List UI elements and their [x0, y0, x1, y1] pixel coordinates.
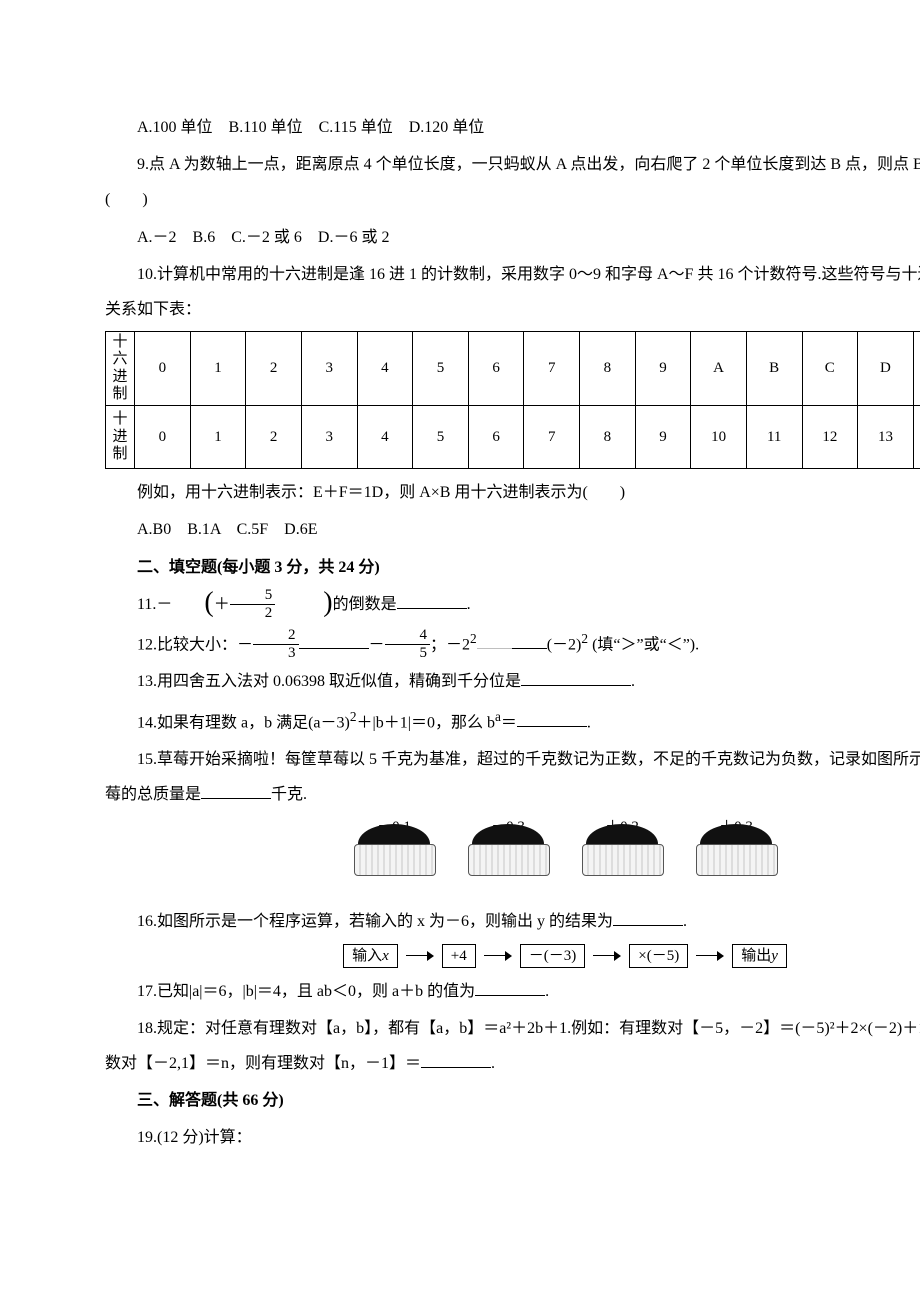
blank [613, 911, 683, 926]
cell: 5 [413, 332, 469, 406]
q11-frac: 52 [230, 588, 276, 621]
flow-output-box: 输出y [732, 944, 787, 968]
q9-options: A.－2 B.6 C.－2 或 6 D.－6 或 2 [105, 220, 920, 255]
cell: 1 [190, 406, 246, 469]
blank [201, 784, 271, 799]
cell: 6 [468, 406, 524, 469]
table-row: 十进制 0 1 2 3 4 5 6 7 8 9 10 11 12 13 14 1… [106, 406, 920, 469]
basket: ＋0.2 [577, 818, 667, 880]
q16: 16.如图所示是一个程序运算，若输入的 x 为－6，则输出 y 的结果为. [105, 904, 920, 939]
blank [521, 671, 631, 686]
cell: 4 [357, 406, 413, 469]
row2-head: 十进制 [106, 406, 135, 469]
q12: 12.比较大小：－23－45；－22(－2)2 (填“＞”或“＜”). [105, 624, 920, 663]
q17: 17.已知|a|＝6，|b|＝4，且 ab＜0，则 a＋b 的值为. [105, 974, 920, 1009]
q12-part2: (－2) [547, 636, 582, 653]
flowchart: 输入x +4 －(－3) ×(－5) 输出y [105, 944, 920, 968]
q12-tail: (填“＞”或“＜”). [592, 636, 699, 653]
cell: 0 [135, 332, 191, 406]
cell: 14 [913, 406, 920, 469]
cell: 3 [301, 406, 357, 469]
q14: 14.如果有理数 a，b 满足(a－3)2＋|b＋1|＝0，那么 ba＝. [105, 702, 920, 741]
cell: B [746, 332, 802, 406]
arrow-icon [484, 951, 512, 961]
row1-head: 十六进制 [106, 332, 135, 406]
cell: 7 [524, 406, 580, 469]
flow-input-box: 输入x [343, 944, 398, 968]
cell: 8 [580, 406, 636, 469]
q12-pre: 12.比较大小：－ [137, 636, 253, 653]
hex-table: 十六进制 0 1 2 3 4 5 6 7 8 9 A B C D E F 十进制… [105, 331, 920, 469]
cell: 2 [246, 332, 302, 406]
blank [299, 634, 369, 649]
q10-text2: 例如，用十六进制表示：E＋F＝1D，则 A×B 用十六进制表示为( ) [105, 475, 920, 510]
cell: 13 [858, 406, 914, 469]
q18: 18.规定：对任意有理数对【a，b】，都有【a，b】＝a²＋2b＋1.例如：有理… [105, 1011, 920, 1081]
basket-icon [468, 838, 548, 880]
q12-semicolon: ；－2 [430, 636, 470, 653]
cell: 9 [635, 332, 691, 406]
basket: －0.1 [349, 818, 439, 880]
q11-post: 的倒数是 [333, 596, 397, 613]
q9-text: 9.点 A 为数轴上一点，距离原点 4 个单位长度，一只蚂蚁从 A 点出发，向右… [105, 147, 920, 217]
blank [421, 1053, 491, 1068]
arrow-icon [696, 951, 724, 961]
flow-box: +4 [442, 944, 476, 968]
cell: 3 [301, 332, 357, 406]
arrow-icon [593, 951, 621, 961]
q15: 15.草莓开始采摘啦！每筐草莓以 5 千克为基准，超过的千克数记为正数，不足的千… [105, 742, 920, 812]
cell: 7 [524, 332, 580, 406]
section3-title: 三、解答题(共 66 分) [105, 1083, 920, 1118]
cell: 5 [413, 406, 469, 469]
basket-icon [696, 838, 776, 880]
baskets-figure: －0.1 －0.3 ＋0.2 ＋0.3 [105, 818, 920, 880]
q11: 11.－(＋52 )的倒数是. [105, 587, 920, 622]
cell: A [691, 332, 747, 406]
cell: 10 [691, 406, 747, 469]
q11-pre: 11.－ [137, 596, 172, 613]
q8-options: A.100 单位 B.110 单位 C.115 单位 D.120 单位 [105, 110, 920, 145]
arrow-icon [406, 951, 434, 961]
rparen-icon: ) [291, 589, 332, 617]
cell: 9 [635, 406, 691, 469]
flow-box: －(－3) [520, 944, 586, 968]
table-row: 十六进制 0 1 2 3 4 5 6 7 8 9 A B C D E F [106, 332, 920, 406]
cell: 8 [580, 332, 636, 406]
cell: C [802, 332, 858, 406]
exp: 2 [470, 631, 477, 646]
cell: 11 [746, 406, 802, 469]
basket: －0.3 [463, 818, 553, 880]
blank [475, 980, 545, 995]
q12-f1: 23 [253, 628, 299, 661]
q19: 19.(12 分)计算： [105, 1120, 920, 1155]
exp: 2 [350, 709, 357, 724]
q12-f2: 45 [385, 628, 431, 661]
basket-icon [354, 838, 434, 880]
section2-title: 二、填空题(每小题 3 分，共 24 分) [105, 550, 920, 585]
blank [512, 634, 547, 649]
exp: 2 [581, 631, 588, 646]
cell: 6 [468, 332, 524, 406]
cell: 12 [802, 406, 858, 469]
cell: 4 [357, 332, 413, 406]
q10-options: A.B0 B.1A C.5F D.6E [105, 512, 920, 547]
blank [517, 712, 587, 727]
q13: 13.用四舍五入法对 0.06398 取近似值，精确到千分位是. [105, 664, 920, 699]
q10-intro: 10.计算机中常用的十六进制是逢 16 进 1 的计数制，采用数字 0～9 和字… [105, 257, 920, 327]
flow-box: ×(－5) [629, 944, 688, 968]
lparen-icon: ( [172, 589, 213, 617]
blank [477, 634, 512, 649]
q12-mid: － [369, 636, 385, 653]
cell: 1 [190, 332, 246, 406]
cell: 2 [246, 406, 302, 469]
basket: ＋0.3 [691, 818, 781, 880]
cell: 0 [135, 406, 191, 469]
basket-icon [582, 838, 662, 880]
blank [397, 593, 467, 608]
cell: D [858, 332, 914, 406]
cell: E [913, 332, 920, 406]
